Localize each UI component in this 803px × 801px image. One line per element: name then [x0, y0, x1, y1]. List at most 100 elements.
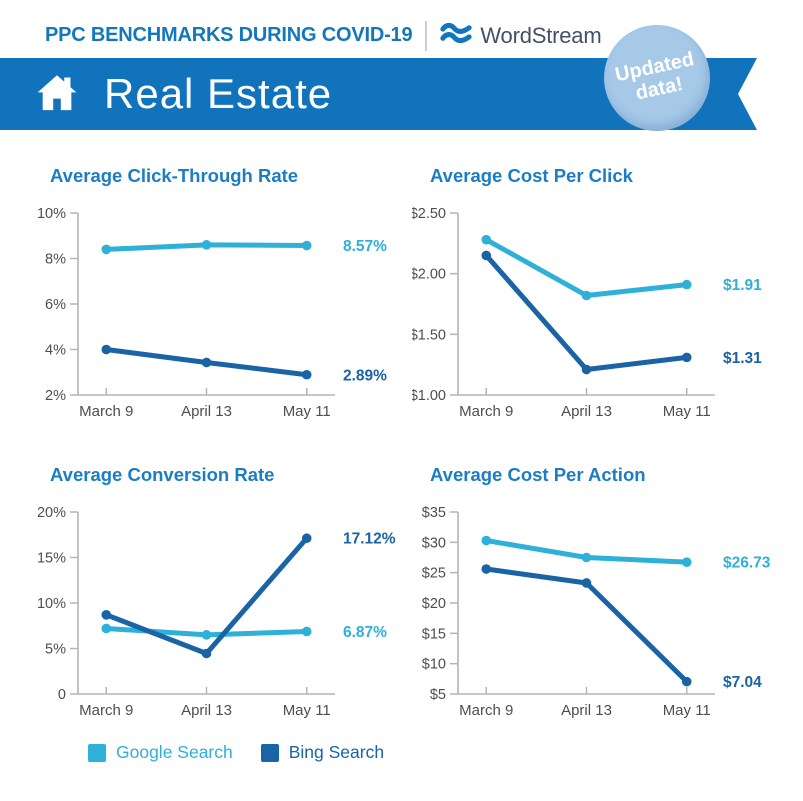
- data-point: [301, 626, 312, 637]
- data-point: [481, 564, 492, 574]
- data-point: [581, 578, 592, 588]
- y-tick-label: 20%: [37, 505, 66, 521]
- chart-title: Average Cost Per Action: [430, 464, 646, 485]
- y-tick-label: 5%: [45, 642, 66, 658]
- data-point: [681, 352, 692, 363]
- chart-card-conversion: Average Conversion Rate 20% 15% 10% 5% 0 Marc…: [32, 462, 404, 725]
- google-series-swatch: [88, 743, 106, 762]
- updated-data-badge-text: Updated data!: [613, 48, 701, 108]
- header-divider: [425, 20, 428, 51]
- charts-grid: Average Click-Through Rate 10% 8% 6% 4% 2% Ma…: [32, 163, 784, 725]
- y-tick-label: $30: [422, 535, 446, 551]
- y-tick-label: 15%: [37, 551, 66, 567]
- wordstream-logo: WordStream: [440, 20, 602, 51]
- axes: 10% 8% 6% 4% 2% March 9 April 13 May 11: [37, 206, 335, 420]
- wordstream-waves-icon: [440, 20, 473, 51]
- legend-item-bing: Bing Search: [260, 742, 385, 763]
- updated-data-badge: Updated data!: [604, 25, 710, 131]
- data-point: [581, 364, 592, 375]
- y-tick-label: 0: [58, 687, 66, 703]
- chart-title: Average Conversion Rate: [50, 464, 275, 485]
- data-point: [101, 244, 112, 255]
- data-point: [481, 535, 492, 546]
- y-tick-label: $1.50: [412, 327, 446, 343]
- series-google: 6.87%: [101, 623, 387, 641]
- banner-title: Real Estate: [104, 70, 333, 117]
- data-point: [301, 533, 312, 544]
- y-tick-label: $5: [430, 687, 446, 703]
- series-google: $26.73: [481, 535, 771, 572]
- axis-lines: [77, 512, 335, 695]
- y-tick-label: $15: [422, 626, 446, 642]
- conversion-line-chart: 20% 15% 10% 5% 0 March 9 April 13 May 11 6.87% 17…: [37, 505, 396, 719]
- series-end-label: $1.31: [723, 350, 762, 367]
- bing-series-swatch: [260, 743, 279, 762]
- data-point: [201, 240, 212, 250]
- data-point: [101, 623, 112, 634]
- series-end-label: 6.87%: [343, 624, 387, 641]
- y-tick-label: 10%: [37, 596, 66, 612]
- y-tick-label: 8%: [45, 252, 66, 268]
- x-tick-label: April 13: [561, 702, 612, 719]
- axis-lines: [457, 512, 715, 695]
- data-point: [301, 369, 312, 380]
- data-point: [101, 610, 112, 620]
- chart-card-cpc: Average Cost Per Click $2.50 $2.00 $1.50 $1…: [412, 163, 784, 426]
- series-end-label: $7.04: [723, 674, 762, 691]
- x-tick-label: May 11: [283, 702, 331, 719]
- series-google: 8.57%: [101, 238, 387, 255]
- legend-label: Google Search: [116, 742, 233, 762]
- data-point: [201, 648, 212, 659]
- data-point: [581, 290, 592, 301]
- banner-section: Real Estate Updated data!: [0, 25, 803, 131]
- y-tick-label: $2.50: [412, 206, 446, 222]
- data-point: [201, 630, 212, 640]
- series-google: $1.91: [481, 234, 762, 301]
- x-tick-label: March 9: [79, 403, 133, 420]
- x-tick-label: April 13: [181, 702, 232, 719]
- series-end-label: 17.12%: [343, 531, 396, 548]
- x-tick-label: March 9: [79, 702, 133, 719]
- y-tick-label: $25: [422, 566, 446, 582]
- x-tick-label: May 11: [663, 403, 711, 420]
- y-tick-label: 10%: [37, 206, 66, 222]
- y-tick-label: $2.00: [412, 267, 446, 283]
- y-tick-label: $35: [422, 505, 446, 521]
- x-tick-label: May 11: [663, 702, 711, 719]
- data-point: [481, 234, 492, 245]
- series-bing: 2.89%: [101, 344, 387, 384]
- wordstream-wordmark: WordStream: [480, 22, 602, 48]
- x-tick-label: March 9: [459, 702, 513, 719]
- x-tick-label: April 13: [181, 403, 232, 420]
- axes: 20% 15% 10% 5% 0 March 9 April 13 May 11: [37, 505, 335, 719]
- chart-card-cpa: Average Cost Per Action $35 $30 $25 $20 $15 $…: [412, 462, 784, 725]
- series-line: [483, 252, 690, 373]
- data-point: [581, 552, 592, 563]
- data-point: [681, 557, 692, 567]
- data-point: [681, 676, 692, 687]
- data-point: [681, 279, 692, 290]
- axes: $2.50 $2.00 $1.50 $1.00 March 9 April 13 May 1…: [412, 206, 715, 420]
- chart-title: Average Cost Per Click: [430, 165, 633, 186]
- kicker-title: PPC BENCHMARKS DURING COVID-19: [45, 24, 413, 46]
- chart-legend: Google Search Bing Search: [88, 742, 384, 763]
- ctr-line-chart: 10% 8% 6% 4% 2% March 9 April 13 May 11 8.57% 2.8…: [37, 206, 387, 420]
- chart-card-ctr: Average Click-Through Rate 10% 8% 6% 4% 2% Ma…: [32, 163, 404, 426]
- y-tick-label: 4%: [45, 343, 66, 359]
- cpc-line-chart: $2.50 $2.00 $1.50 $1.00 March 9 April 13 May 1…: [412, 206, 762, 420]
- series-bing: $7.04: [481, 564, 762, 691]
- series-bing: 17.12%: [101, 531, 396, 659]
- cpa-line-chart: $35 $30 $25 $20 $15 $10 $5 March 9 April 13 May 1…: [422, 505, 771, 719]
- top-header: PPC BENCHMARKS DURING COVID-19 WordStrea…: [45, 20, 602, 51]
- x-tick-label: May 11: [283, 403, 331, 420]
- data-point: [481, 250, 492, 261]
- x-tick-label: March 9: [459, 403, 513, 420]
- data-point: [301, 240, 312, 251]
- legend-item-google: Google Search: [88, 742, 233, 763]
- series-end-label: $1.91: [723, 277, 762, 294]
- legend-label: Bing Search: [288, 742, 385, 762]
- series-end-label: 2.89%: [343, 367, 387, 384]
- axes: $35 $30 $25 $20 $15 $10 $5 March 9 April 13 May 1…: [422, 505, 715, 719]
- x-tick-label: April 13: [561, 403, 612, 420]
- series-end-label: $26.73: [723, 555, 771, 572]
